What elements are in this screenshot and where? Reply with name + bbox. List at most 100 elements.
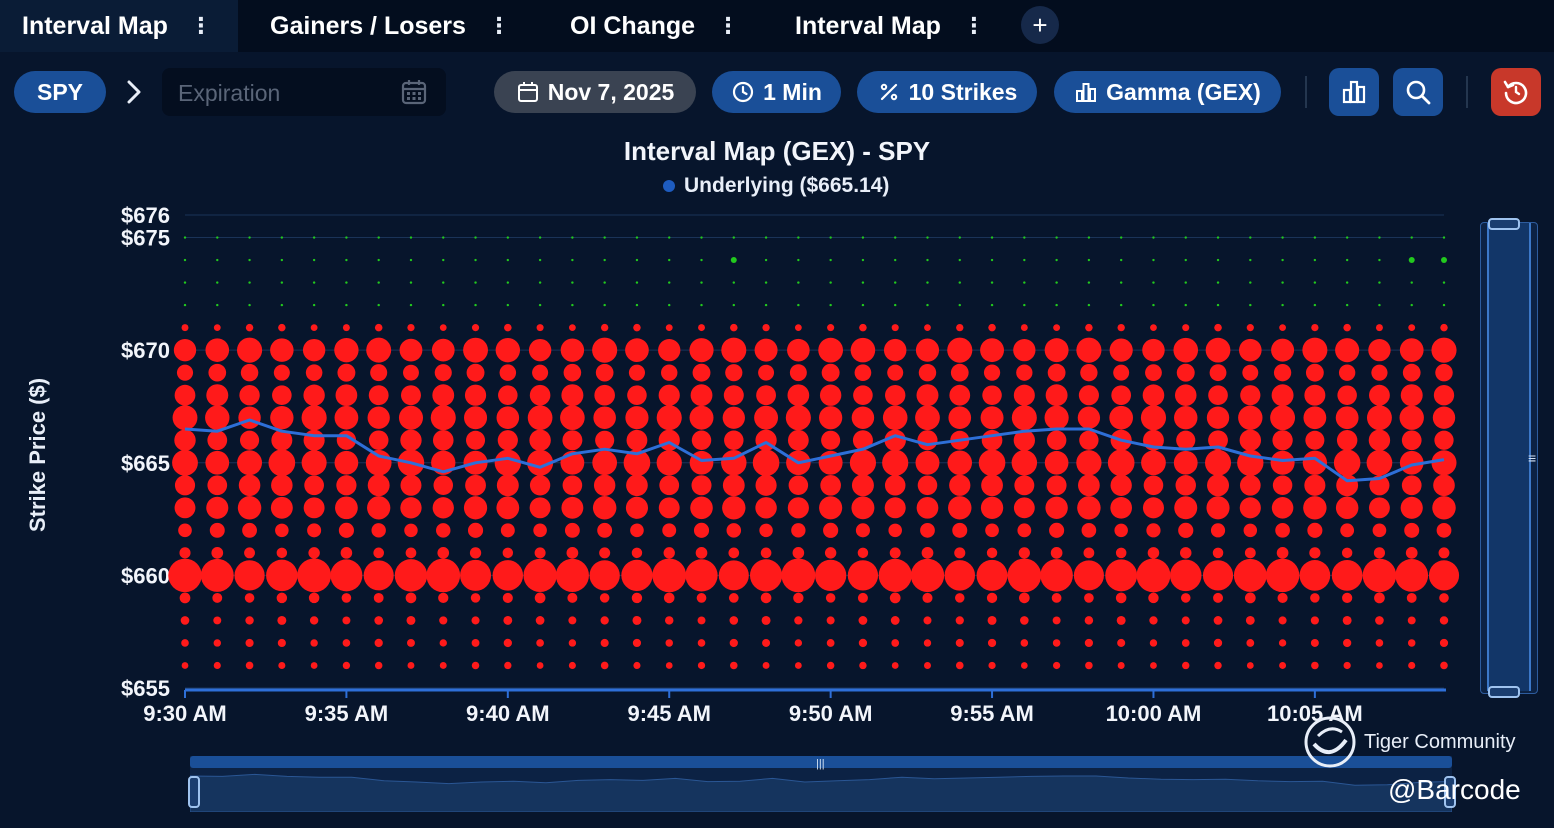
gex-bubble[interactable] — [465, 474, 486, 496]
gex-bubble[interactable] — [1249, 281, 1252, 284]
gex-bubble[interactable] — [1049, 522, 1065, 538]
tab-oi-change[interactable]: OI Change ⋮ — [570, 0, 739, 52]
gex-bubble[interactable] — [1402, 363, 1421, 382]
gex-bubble[interactable] — [850, 337, 876, 363]
gex-bubble[interactable] — [238, 406, 261, 429]
gex-bubble[interactable] — [1442, 236, 1446, 239]
gex-bubble[interactable] — [918, 363, 937, 382]
gex-bubble[interactable] — [303, 497, 325, 519]
gex-bubble[interactable] — [987, 638, 997, 648]
gex-bubble[interactable] — [665, 324, 673, 332]
gex-bubble[interactable] — [301, 450, 327, 476]
gex-bubble[interactable] — [1278, 616, 1287, 625]
gex-bubble[interactable] — [1410, 303, 1413, 307]
gex-bubble[interactable] — [663, 547, 675, 559]
gex-bubble[interactable] — [562, 475, 583, 496]
gex-bubble[interactable] — [538, 258, 542, 262]
gex-bubble[interactable] — [208, 363, 227, 382]
gex-bubble[interactable] — [432, 384, 455, 407]
gex-bubble[interactable] — [916, 496, 939, 519]
tab-interval-map[interactable]: Interval Map ⋮ — [0, 0, 238, 52]
gex-bubble[interactable] — [500, 523, 515, 538]
gex-bubble[interactable] — [506, 281, 510, 284]
gex-bubble[interactable] — [527, 449, 554, 476]
gex-bubble[interactable] — [183, 258, 187, 262]
gex-bubble[interactable] — [340, 547, 353, 559]
gex-bubble[interactable] — [988, 323, 996, 332]
gex-bubble[interactable] — [1378, 281, 1381, 284]
gex-bubble[interactable] — [506, 303, 510, 307]
gex-bubble[interactable] — [400, 429, 422, 451]
gex-bubble[interactable] — [635, 236, 639, 239]
gex-bubble[interactable] — [692, 363, 711, 382]
gex-bubble[interactable] — [858, 638, 868, 648]
gex-bubble[interactable] — [626, 429, 648, 451]
gex-bubble[interactable] — [926, 258, 929, 262]
gex-bubble[interactable] — [536, 324, 544, 332]
gex-bubble[interactable] — [216, 303, 219, 307]
gex-bubble[interactable] — [303, 429, 325, 451]
gex-bubble[interactable] — [471, 616, 480, 625]
calendar-icon[interactable] — [400, 78, 428, 106]
gex-bubble[interactable] — [409, 236, 413, 239]
gex-bubble[interactable] — [1076, 337, 1102, 363]
gex-bubble[interactable] — [368, 385, 389, 406]
time-navigator[interactable]: ||| — [190, 756, 1452, 812]
gex-bubble[interactable] — [917, 430, 938, 451]
gex-bubble[interactable] — [529, 429, 551, 451]
gex-bubble[interactable] — [216, 258, 219, 262]
gex-bubble[interactable] — [330, 559, 363, 592]
gex-bubble[interactable] — [954, 547, 966, 559]
gex-bubble[interactable] — [568, 616, 577, 625]
gex-bubble[interactable] — [621, 559, 653, 592]
gex-bubble[interactable] — [625, 496, 649, 519]
gex-bubble[interactable] — [693, 522, 710, 538]
gex-bubble[interactable] — [658, 384, 680, 406]
gex-bubble[interactable] — [335, 384, 358, 407]
gex-bubble[interactable] — [1311, 323, 1319, 332]
gex-bubble[interactable] — [1174, 405, 1198, 430]
gex-bubble[interactable] — [1213, 592, 1223, 603]
gex-bubble[interactable] — [312, 281, 316, 284]
gex-bubble[interactable] — [1431, 337, 1457, 363]
gex-bubble[interactable] — [884, 475, 906, 496]
gex-bubble[interactable] — [1182, 661, 1190, 670]
gex-bubble[interactable] — [1205, 449, 1232, 476]
gex-bubble[interactable] — [270, 406, 294, 430]
gex-bubble[interactable] — [377, 236, 380, 239]
gex-bubble[interactable] — [374, 638, 383, 648]
tab-menu-icon[interactable]: ⋮ — [717, 13, 740, 38]
gex-bubble[interactable] — [1407, 639, 1416, 647]
gex-bubble[interactable] — [373, 592, 384, 603]
gex-bubble[interactable] — [665, 662, 673, 669]
gex-bubble[interactable] — [722, 496, 746, 520]
gex-bubble[interactable] — [1375, 639, 1384, 647]
gex-bubble[interactable] — [787, 338, 810, 362]
gex-bubble[interactable] — [1336, 474, 1359, 497]
gex-bubble[interactable] — [723, 385, 744, 406]
gex-bubble[interactable] — [564, 522, 580, 538]
gex-bubble[interactable] — [603, 236, 606, 239]
gex-bubble[interactable] — [367, 406, 390, 429]
gex-bubble[interactable] — [924, 324, 931, 331]
gex-bubble[interactable] — [690, 384, 713, 407]
gex-bubble[interactable] — [280, 236, 284, 239]
gex-bubble[interactable] — [273, 364, 290, 381]
gex-bubble[interactable] — [826, 616, 835, 625]
gex-bubble[interactable] — [368, 430, 389, 451]
gex-bubble[interactable] — [1340, 523, 1355, 538]
gex-bubble[interactable] — [755, 497, 777, 519]
gex-bubble[interactable] — [213, 324, 221, 332]
gex-bubble[interactable] — [1405, 546, 1418, 559]
gex-bubble[interactable] — [823, 522, 839, 538]
gex-bubble[interactable] — [1053, 324, 1061, 332]
gex-bubble[interactable] — [593, 474, 616, 496]
gex-bubble[interactable] — [529, 384, 551, 406]
gex-bubble[interactable] — [1051, 593, 1062, 603]
gex-bubble[interactable] — [859, 323, 867, 332]
gex-bubble[interactable] — [1428, 560, 1460, 591]
chart-legend[interactable]: Underlying ($665.14) — [663, 174, 889, 198]
gex-bubble[interactable] — [211, 546, 224, 559]
gex-bubble[interactable] — [474, 258, 477, 262]
gex-bubble[interactable] — [271, 429, 293, 451]
